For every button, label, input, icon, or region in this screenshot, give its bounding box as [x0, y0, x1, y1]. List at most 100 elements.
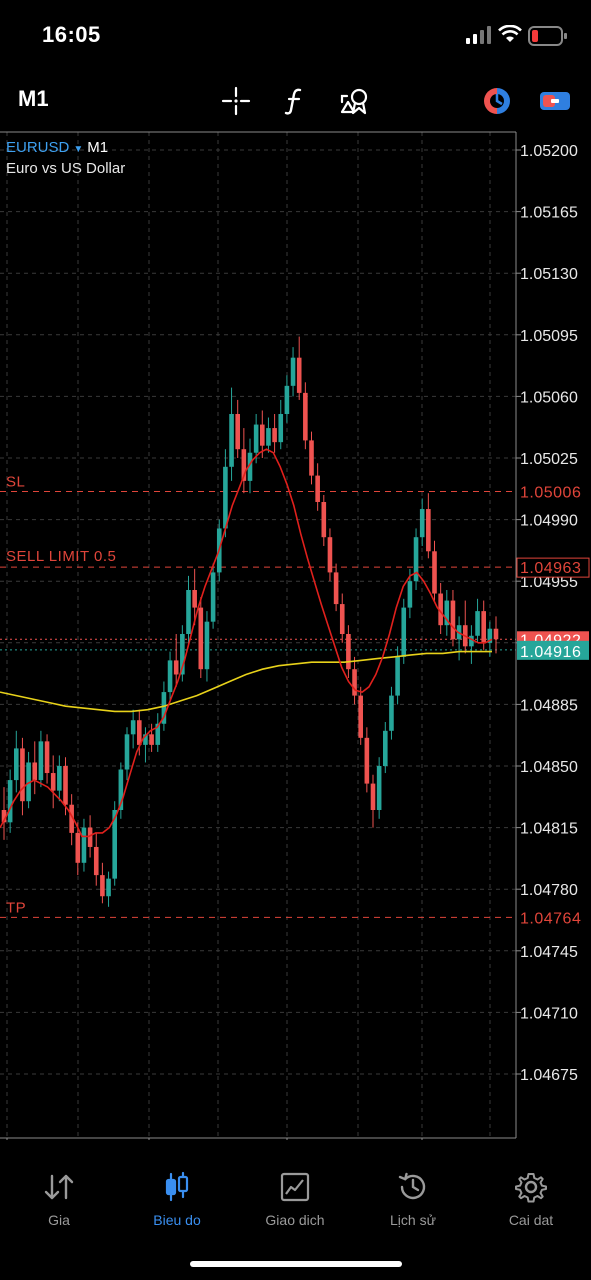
tab-quotes-label: Gia — [48, 1212, 70, 1228]
price-tick-label: 1.05165 — [520, 205, 578, 222]
shapes-icon — [340, 88, 368, 115]
candle-body — [161, 692, 167, 724]
moving-average-slow — [0, 650, 492, 713]
candle-body — [438, 593, 443, 626]
cellular-signal-icon — [466, 26, 491, 44]
crosshair-icon — [221, 86, 251, 116]
indicators-button[interactable] — [279, 86, 311, 116]
candle-body — [389, 695, 394, 731]
tab-quotes[interactable]: Gia — [0, 1168, 118, 1228]
candle-body — [180, 634, 185, 675]
sell-limit-price-label: 1.04963 — [520, 560, 581, 577]
tab-chart[interactable]: Bieu do — [118, 1168, 236, 1228]
moving-average-fast — [0, 448, 493, 838]
candle-body — [155, 723, 161, 745]
candle-body — [413, 537, 419, 582]
candles — [1, 336, 499, 907]
candle-body — [327, 537, 333, 573]
timeframe-button[interactable]: M1 — [18, 86, 49, 111]
candle-body — [44, 741, 50, 774]
candle-body — [333, 572, 339, 605]
crosshair-button[interactable] — [220, 86, 252, 116]
candle-body — [38, 741, 44, 781]
trade-toggle-icon — [484, 88, 510, 114]
candle-body — [235, 414, 240, 450]
price-tick-label: 1.04850 — [520, 759, 578, 776]
price-tick-label: 1.04780 — [520, 882, 578, 899]
candle-body — [223, 466, 228, 529]
status-bar: 16:05 — [0, 0, 591, 72]
candle-body — [241, 449, 247, 481]
candle-body — [266, 428, 271, 446]
candle-body — [376, 766, 382, 810]
candle-body — [253, 424, 259, 453]
candle-body — [247, 452, 253, 481]
symbol-dropdown-icon[interactable]: ▼ — [73, 144, 84, 155]
sell-limit-label: SELL LIMIT 0.5 — [6, 548, 116, 565]
bottom-tab-bar: Gia Bieu do Giao dich — [0, 1168, 591, 1238]
tab-history-label: Lịch sử — [390, 1212, 436, 1228]
one-click-trading-button[interactable] — [481, 86, 513, 116]
candle-body — [321, 502, 327, 538]
candle-body — [481, 611, 486, 643]
candle-body — [426, 509, 431, 552]
price-scale: 1.05200 1.05165 1.05130 1.05095 1.05060 1.050… — [516, 143, 578, 1084]
candle-body — [63, 766, 68, 805]
gear-icon — [515, 1173, 547, 1203]
objects-button[interactable] — [339, 86, 371, 116]
candle-body — [419, 509, 425, 538]
history-clock-icon — [398, 1172, 426, 1200]
tab-history[interactable]: Lịch sử — [354, 1168, 472, 1228]
candle-body — [309, 440, 314, 476]
ask-price-box — [517, 640, 589, 660]
chart-symbol-header[interactable]: EURUSD ▼ M1 — [6, 139, 108, 156]
candle-body — [93, 846, 99, 876]
candle-body — [487, 628, 493, 643]
symbol-timeframe: M1 — [87, 139, 109, 156]
candle-body — [149, 734, 154, 745]
chart-toolbar: M1 — [0, 74, 591, 126]
symbol-name[interactable]: EURUSD — [6, 139, 70, 156]
order-lines — [0, 490, 516, 918]
tab-settings[interactable]: Cai dat — [472, 1168, 590, 1228]
candle-body — [450, 600, 456, 640]
candle-body — [229, 414, 234, 467]
candle-body — [7, 780, 13, 823]
candle-body — [260, 424, 265, 446]
tp-label: TP — [6, 899, 26, 916]
candle-body — [186, 590, 191, 634]
price-chart[interactable]: 1.05200 1.05165 1.05130 1.05095 1.05060 1.050… — [0, 130, 591, 1140]
candle-body — [346, 634, 351, 670]
candle-body — [315, 475, 320, 502]
candle-body — [339, 604, 345, 634]
candle-body — [173, 660, 179, 675]
price-tick-label: 1.05025 — [520, 451, 578, 468]
candle-body — [137, 720, 142, 745]
time-scale: 6 Dec 07:136 Dec 07:456 Dec 08:176 Dec 0… — [6, 1138, 423, 1140]
candle-body — [272, 428, 277, 443]
candle-body — [432, 551, 437, 594]
status-time: 16:05 — [42, 22, 101, 47]
tp-price-label: 1.04764 — [520, 910, 581, 927]
candle-body — [358, 695, 363, 738]
candle-body — [475, 611, 480, 636]
candle-body — [50, 773, 56, 791]
chart-window-button[interactable] — [539, 86, 571, 116]
candle-body — [143, 734, 148, 745]
tab-trade-label: Giao dich — [265, 1212, 325, 1228]
window-switch-icon — [540, 92, 570, 110]
price-tick-label: 1.04815 — [520, 821, 578, 838]
trend-chart-icon — [280, 1172, 310, 1202]
candle-body — [124, 734, 130, 770]
candle-body — [493, 628, 499, 640]
arrows-updown-icon — [44, 1174, 74, 1200]
candle-body — [81, 827, 87, 863]
function-icon — [284, 88, 302, 115]
tab-trade[interactable]: Giao dich — [236, 1168, 354, 1228]
price-tick-label: 1.05200 — [520, 143, 578, 160]
candle-body — [364, 737, 370, 784]
home-indicator — [190, 1261, 402, 1267]
sl-label: SL — [6, 473, 25, 490]
candle-body — [383, 730, 388, 766]
